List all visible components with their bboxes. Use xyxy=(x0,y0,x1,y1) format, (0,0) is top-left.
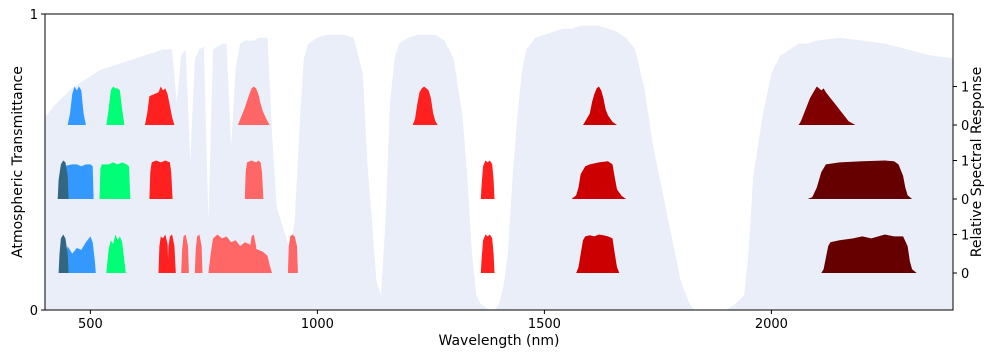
band-response-row2-11 xyxy=(244,160,264,199)
y-tick-label-left: 0 xyxy=(30,304,38,319)
left-y-axis-ticks: 01 xyxy=(30,8,45,319)
transmittance-area-layer xyxy=(45,25,953,311)
band-response-row3-21 xyxy=(194,234,203,273)
band-response-row1-1 xyxy=(106,86,125,125)
plot-frame xyxy=(44,13,954,311)
y-tick-label-right: 0 xyxy=(961,119,969,134)
band-response-row3-16 xyxy=(58,234,69,273)
transmittance-area xyxy=(45,25,953,311)
band-response-row1-3 xyxy=(237,86,270,125)
band-response-row3-24 xyxy=(287,234,298,273)
band-response-row3-25 xyxy=(480,234,495,273)
right-y-axis-ticks: 0 1 0 1 0 1 xyxy=(953,81,969,282)
band-response-row1-0 xyxy=(67,86,86,125)
band-response-row2-10 xyxy=(149,160,173,199)
y-tick-label-right: 0 xyxy=(961,267,969,282)
spectral-response-layer xyxy=(57,86,917,273)
x-tick-label: 2000 xyxy=(755,317,788,332)
band-response-row2-12 xyxy=(480,160,495,199)
x-tick-label: 1000 xyxy=(301,317,334,332)
band-response-row3-15 xyxy=(63,236,96,273)
band-response-row1-4 xyxy=(412,86,438,125)
band-response-row2-13 xyxy=(571,161,627,199)
band-response-row1-2 xyxy=(144,86,175,125)
left-y-axis-label: Atmospheric Transmittance xyxy=(10,66,26,258)
band-response-row3-23 xyxy=(249,234,258,273)
y-tick-label-right: 1 xyxy=(961,81,969,96)
x-tick-label: 500 xyxy=(78,317,103,332)
y-tick-label-right: 1 xyxy=(961,229,969,244)
y-tick-label-right: 0 xyxy=(961,193,969,208)
band-response-row1-5 xyxy=(583,86,617,125)
band-response-row3-20 xyxy=(181,234,189,273)
band-response-row3-27 xyxy=(821,234,917,273)
band-response-row3-17 xyxy=(106,234,126,273)
x-axis-ticks: 500 1000 1500 2000 xyxy=(78,310,788,332)
y-tick-label-right: 1 xyxy=(961,155,969,170)
band-response-row2-8 xyxy=(57,160,69,199)
band-response-row2-9 xyxy=(99,162,131,199)
band-response-row3-18 xyxy=(158,234,169,273)
band-response-row3-19 xyxy=(167,234,176,273)
band-response-row2-7 xyxy=(60,164,94,199)
band-response-row3-26 xyxy=(576,234,620,273)
band-response-row1-6 xyxy=(798,86,856,125)
y-tick-label-left: 1 xyxy=(30,8,38,23)
band-response-row2-14 xyxy=(807,160,913,199)
x-axis-label: Wavelength (nm) xyxy=(439,333,560,349)
x-tick-label: 1500 xyxy=(528,317,561,332)
right-y-axis-label: Relative Spectral Response xyxy=(969,67,985,257)
